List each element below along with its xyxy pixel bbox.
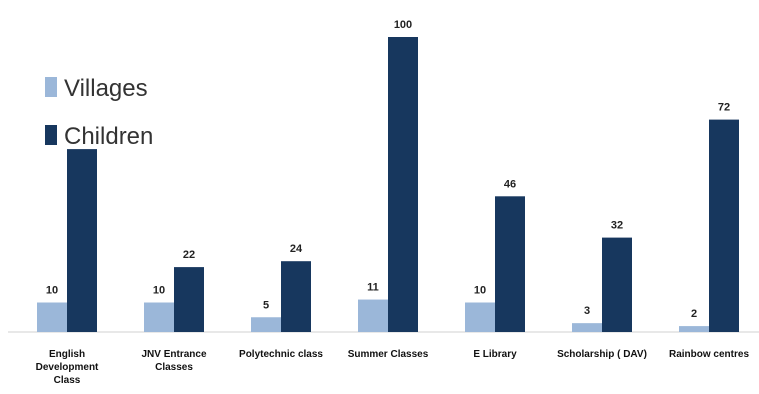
category-label-rainbow-centres: Rainbow centres bbox=[669, 349, 749, 360]
legend: Villages Children bbox=[45, 75, 153, 150]
legend-label-children: Children bbox=[64, 123, 153, 150]
legend-swatch-villages bbox=[45, 77, 57, 97]
value-label-villages-english-development-class: 10 bbox=[46, 285, 58, 297]
value-label-villages-scholarship-dav: 3 bbox=[584, 305, 590, 317]
value-label-children-summer-classes: 100 bbox=[394, 19, 412, 31]
value-label-villages-e-library: 10 bbox=[474, 285, 486, 297]
value-label-children-polytechnic-class: 24 bbox=[290, 243, 303, 255]
bar-children-scholarship-dav bbox=[602, 237, 632, 332]
category-label-polytechnic-class: Polytechnic class bbox=[239, 349, 323, 360]
value-label-children-jnv-entrance-classes: 22 bbox=[183, 249, 195, 261]
bar-children-polytechnic-class bbox=[281, 261, 311, 332]
legend-swatch-children bbox=[45, 125, 57, 145]
category-label-summer-classes: Summer Classes bbox=[348, 349, 429, 360]
legend-label-villages: Villages bbox=[64, 75, 148, 102]
value-label-children-e-library: 46 bbox=[504, 178, 516, 190]
bar-villages-jnv-entrance-classes bbox=[144, 302, 174, 332]
value-label-children-rainbow-centres: 72 bbox=[718, 102, 730, 114]
category-labels-group: English Development Class JNV Entrance Class… bbox=[36, 349, 750, 386]
value-label-villages-summer-classes: 11 bbox=[367, 282, 379, 294]
bar-villages-english-development-class bbox=[37, 302, 67, 332]
bar-children-rainbow-centres bbox=[709, 119, 739, 332]
category-label-scholarship-dav: Scholarship ( DAV) bbox=[557, 349, 647, 360]
category-label-e-library: E Library bbox=[473, 349, 517, 360]
category-label-jnv-entrance-classes: JNV Entrance Classes bbox=[141, 349, 206, 373]
bar-villages-scholarship-dav bbox=[572, 323, 602, 332]
value-label-villages-jnv-entrance-classes: 10 bbox=[153, 285, 165, 297]
value-labels-group: 10 10 22 5 24 11 100 10 46 3 32 2 72 bbox=[46, 19, 730, 320]
bar-villages-polytechnic-class bbox=[251, 317, 281, 332]
bar-children-english-development-class bbox=[67, 149, 97, 332]
bar-children-jnv-entrance-classes bbox=[174, 267, 204, 332]
bar-children-e-library bbox=[495, 196, 525, 332]
bar-villages-e-library bbox=[465, 302, 495, 332]
category-label-english-development-class: English Development Class bbox=[36, 349, 99, 386]
bars-group bbox=[37, 37, 739, 332]
value-label-villages-polytechnic-class: 5 bbox=[263, 299, 269, 311]
value-label-villages-rainbow-centres: 2 bbox=[691, 308, 697, 320]
bar-children-summer-classes bbox=[388, 37, 418, 332]
value-label-children-scholarship-dav: 32 bbox=[611, 220, 623, 232]
bar-villages-summer-classes bbox=[358, 299, 388, 332]
bar-villages-rainbow-centres bbox=[679, 326, 709, 332]
